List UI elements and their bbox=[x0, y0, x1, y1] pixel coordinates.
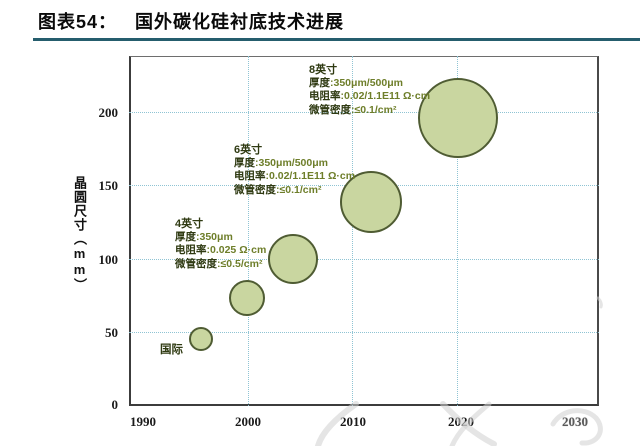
gridline-x2000 bbox=[248, 56, 249, 406]
gridline-x2020 bbox=[457, 56, 458, 406]
bubble-3inch bbox=[229, 280, 265, 316]
x-tick-2020: 2020 bbox=[448, 414, 474, 429]
figure-header: 图表54： 国外碳化硅衬底技术进展 bbox=[38, 8, 344, 34]
annotation-6inch-title: 6英寸 bbox=[234, 144, 263, 156]
figure-number: 图表54： bbox=[38, 12, 118, 32]
gridline-y100 bbox=[129, 259, 599, 260]
bubble-8inch bbox=[418, 78, 498, 158]
y-tick-100: 100 bbox=[98, 252, 119, 267]
gridline-y200 bbox=[129, 112, 599, 113]
annotation-4inch: 4英寸 厚度:350μm 电阻率:0.025 Ω·cm 微管密度:≤0.5/cm… bbox=[175, 218, 267, 270]
bubble-intl-2inch bbox=[189, 327, 213, 351]
gridline-y50 bbox=[129, 332, 599, 333]
annotation-8inch: 8英寸 厚度:350μm/500μm 电阻率:0.02/1.1E11 Ω·cm … bbox=[309, 64, 431, 116]
annotation-intl-label: 国际 bbox=[160, 344, 183, 356]
y-tick-0: 0 bbox=[111, 397, 119, 412]
y-tick-150: 150 bbox=[98, 178, 119, 193]
annotation-8inch-title: 8英寸 bbox=[309, 64, 338, 76]
gridline-x2010 bbox=[352, 56, 353, 406]
bubble-6inch bbox=[340, 171, 402, 233]
x-tick-1990: 1990 bbox=[130, 414, 156, 429]
figure-title: 国外碳化硅衬底技术进展 bbox=[135, 12, 345, 32]
x-tick-2010: 2010 bbox=[340, 414, 366, 429]
x-tick-2030: 2030 bbox=[562, 414, 588, 429]
y-axis-title: 晶圆尺寸（mm） bbox=[72, 176, 87, 292]
title-underline bbox=[33, 38, 640, 41]
y-tick-200: 200 bbox=[98, 105, 119, 120]
annotation-6inch: 6英寸 厚度:350μm/500μm 电阻率:0.02/1.1E11 Ω·cm … bbox=[234, 144, 356, 196]
annotation-4inch-title: 4英寸 bbox=[175, 218, 204, 230]
x-tick-2000: 2000 bbox=[235, 414, 261, 429]
bubble-4inch bbox=[268, 234, 318, 284]
y-tick-50: 50 bbox=[105, 325, 118, 340]
